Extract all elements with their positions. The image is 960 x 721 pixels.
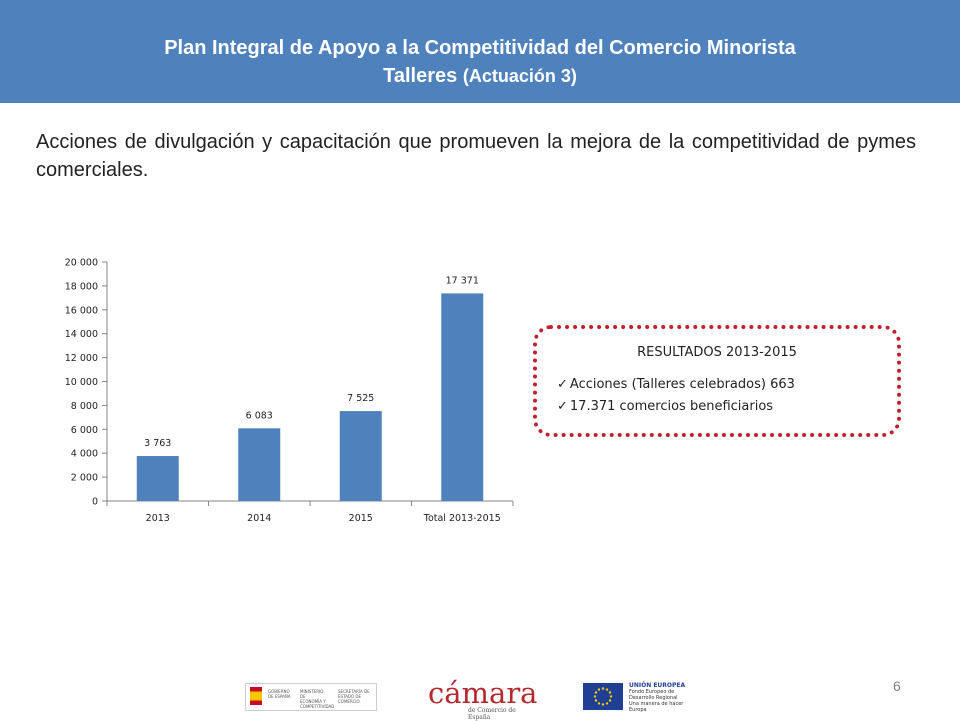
logo-gobierno-text: GOBIERNO DE ESPAÑA — [268, 689, 291, 699]
check-icon: ✓ — [557, 399, 568, 414]
bar — [339, 411, 382, 501]
y-tick-label: 2 000 — [71, 473, 98, 484]
x-tick-label: 2013 — [146, 513, 170, 524]
y-tick-label: 10 000 — [65, 377, 98, 388]
eu-flag-icon — [583, 683, 623, 710]
spain-flag-icon — [250, 687, 262, 705]
results-title: RESULTADOS 2013-2015 — [637, 345, 797, 360]
logo-eu-text: UNIÓN EUROPEA Fondo Europeo de Desarroll… — [629, 682, 689, 714]
logo-eu-line2: Fondo Europeo de Desarrollo Regional — [629, 689, 678, 701]
logo-camara: cámara de Comercio de España — [428, 676, 538, 721]
y-tick-label: 4 000 — [71, 449, 98, 460]
y-tick-label: 12 000 — [65, 353, 98, 364]
y-tick-label: 0 — [92, 497, 98, 508]
y-tick-label: 18 000 — [65, 281, 98, 292]
logo-union-europea: UNIÓN EUROPEA Fondo Europeo de Desarroll… — [583, 683, 685, 713]
y-tick-label: 6 000 — [71, 425, 98, 436]
page-subtitle: Talleres (Actuación 3) — [0, 65, 960, 88]
bar-chart: 0 2 000 4 000 6 000 8 000 10 000 12 000 14 000 1… — [65, 258, 514, 524]
x-tick-label: 2015 — [349, 513, 373, 524]
bar — [441, 293, 484, 501]
bar — [238, 428, 281, 501]
results-item-text: Acciones (Talleres celebrados) 663 — [569, 377, 795, 392]
data-label: 17 371 — [446, 275, 479, 286]
x-tick-label: Total 2013-2015 — [423, 513, 501, 524]
data-label: 6 083 — [246, 410, 273, 421]
data-label: 3 763 — [144, 438, 171, 449]
logo-gobierno-text: MINISTERIO DE ECONOMÍA Y COMPETITIVIDAD — [300, 689, 335, 709]
x-tick-label: 2014 — [247, 513, 271, 524]
logo-gobierno: GOBIERNO DE ESPAÑA MINISTERIO DE ECONOMÍ… — [245, 683, 377, 711]
page-title: Plan Integral de Apoyo a la Competitivid… — [164, 37, 796, 59]
data-label: 7 525 — [347, 393, 374, 404]
results-item: ✓ 17.371 comercios beneficiarios — [557, 399, 773, 414]
intro-text: Acciones de divulgación y capacitación q… — [36, 131, 916, 181]
logo-camara-sub: de Comercio de España — [468, 707, 516, 721]
y-tick-label: 14 000 — [65, 329, 98, 340]
subtitle-action: (Actuación 3) — [462, 66, 577, 86]
header-banner: Plan Integral de Apoyo a la Competitivid… — [0, 0, 960, 103]
y-tick-label: 16 000 — [65, 305, 98, 316]
results-box: RESULTADOS 2013-2015 ✓ Acciones (Talleres… — [533, 325, 901, 437]
y-tick-label: 8 000 — [71, 401, 98, 412]
check-icon: ✓ — [557, 377, 568, 392]
y-tick-label: 20 000 — [65, 258, 98, 269]
logo-eu-line1: UNIÓN EUROPEA — [629, 682, 686, 689]
bar — [136, 456, 179, 501]
logo-gobierno-text: SECRETARÍA DE ESTADO DE COMERCIO — [338, 689, 370, 704]
logo-eu-line3: Una manera de hacer Europa — [629, 701, 684, 713]
subtitle-main: Talleres — [383, 65, 463, 87]
results-item-text: 17.371 comercios beneficiarios — [569, 399, 774, 414]
logo-camara-word: cámara — [428, 676, 538, 710]
page-number: 6 — [893, 678, 901, 694]
results-item: ✓ Acciones (Talleres celebrados) 663 — [557, 377, 795, 392]
